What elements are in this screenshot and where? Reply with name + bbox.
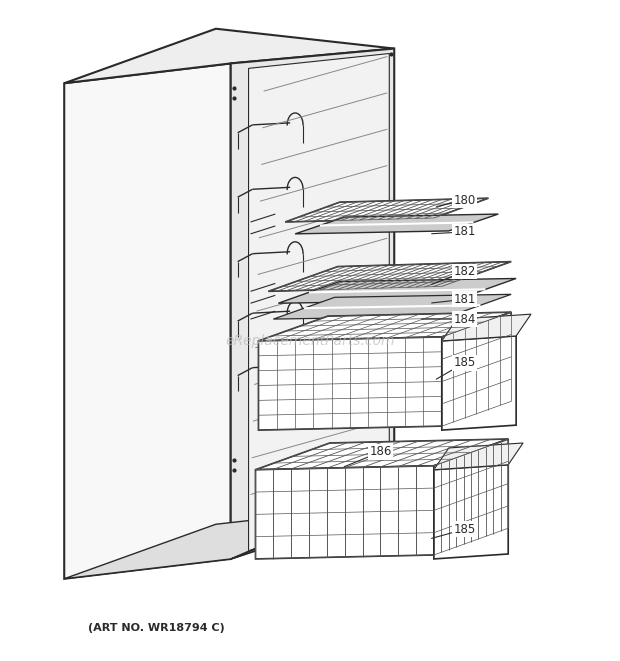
Polygon shape (64, 63, 231, 579)
Polygon shape (255, 439, 508, 470)
Text: 186: 186 (344, 446, 392, 467)
Text: 181: 181 (432, 293, 476, 306)
Polygon shape (442, 336, 516, 430)
Text: 185: 185 (436, 356, 476, 379)
Text: 182: 182 (432, 265, 476, 284)
Polygon shape (442, 314, 531, 341)
Polygon shape (259, 312, 511, 341)
Text: eReplacementParts.com: eReplacementParts.com (225, 334, 395, 348)
Text: (ART NO. WR18794 C): (ART NO. WR18794 C) (88, 623, 225, 633)
Polygon shape (231, 48, 394, 559)
Polygon shape (434, 439, 508, 555)
Polygon shape (231, 498, 389, 559)
Polygon shape (249, 54, 389, 551)
Polygon shape (295, 214, 498, 234)
Polygon shape (434, 465, 508, 559)
Text: 185: 185 (432, 523, 476, 538)
Polygon shape (259, 337, 442, 430)
Polygon shape (434, 443, 523, 470)
Polygon shape (64, 28, 394, 83)
Text: 184: 184 (422, 313, 476, 326)
Polygon shape (273, 294, 511, 319)
Polygon shape (278, 278, 516, 303)
Polygon shape (442, 312, 511, 426)
Text: 180: 180 (436, 194, 476, 207)
Text: 181: 181 (432, 225, 476, 239)
Polygon shape (255, 466, 434, 559)
Polygon shape (285, 198, 489, 222)
Polygon shape (64, 504, 394, 579)
Polygon shape (268, 262, 511, 292)
